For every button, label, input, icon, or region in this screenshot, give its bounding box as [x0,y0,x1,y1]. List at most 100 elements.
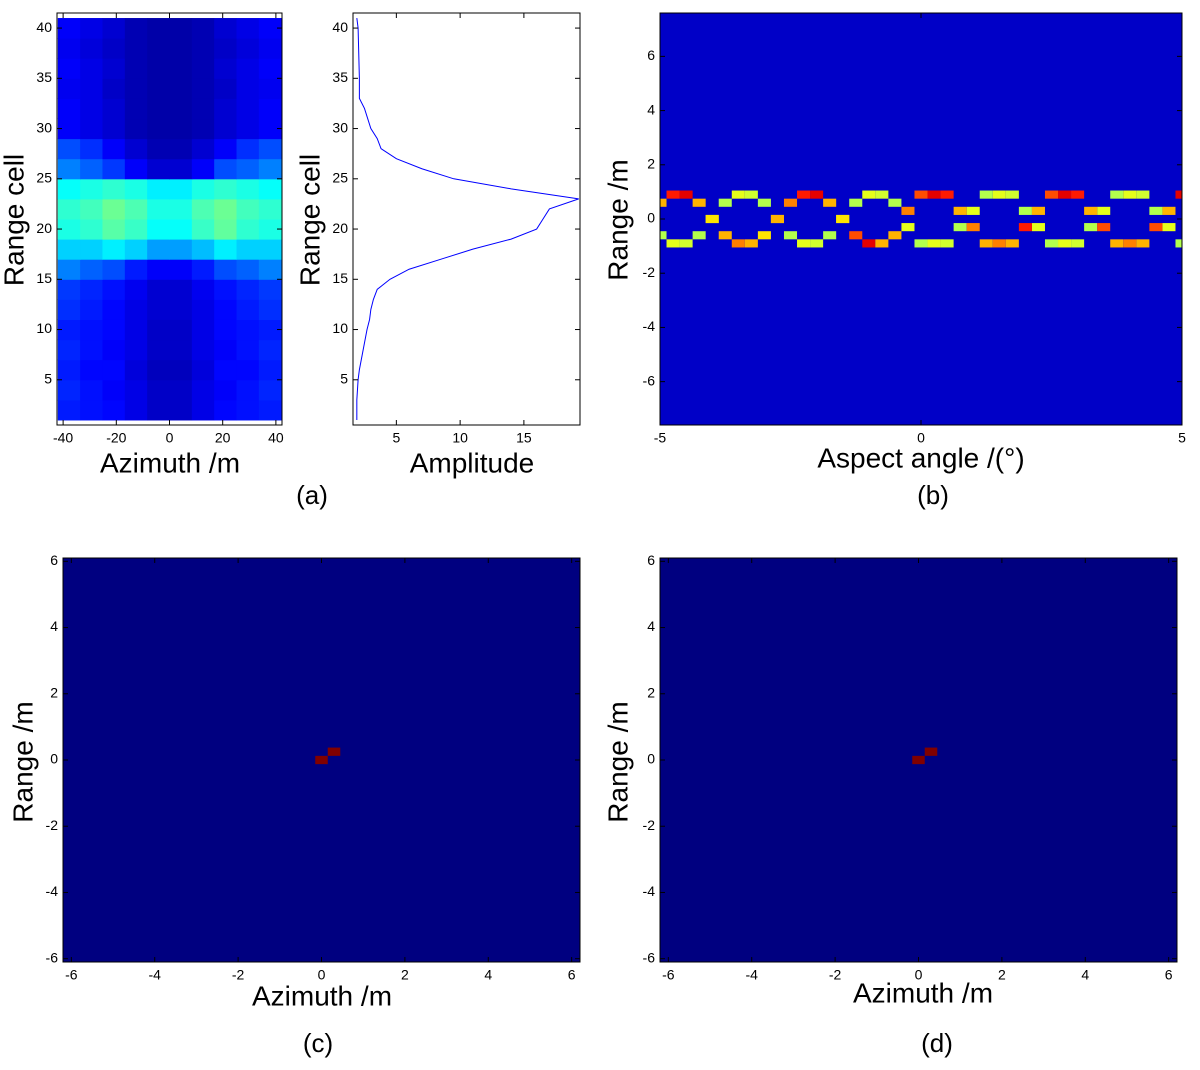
heatmap-cell [214,78,238,99]
heatmap-cell [102,58,126,79]
y-tick-label: 4 [50,618,58,634]
heatmap-cell [214,178,238,200]
heatmap-cell [57,219,81,240]
heatmap-cell [258,138,282,160]
x-axis-label: Amplitude [410,447,535,478]
heatmap-cell [214,319,238,341]
x-axis-label: Aspect angle /(°) [817,442,1024,473]
x-tick-label: 6 [1165,967,1173,983]
heatmap-cell [57,299,81,320]
heatmap-cell [191,359,215,381]
panel: -5 0 5 -6 -4 -2 0 2 4 6 Aspect angle /(°) Range /m (… [602,12,1186,510]
heatmap-cell [124,279,148,300]
heatmap-cell [191,239,215,260]
heatmap-cell [258,379,282,401]
heatmap-cell [124,219,148,240]
heatmap-cell [102,259,126,280]
heatmap-cell [731,239,745,248]
x-tick-label: 6 [568,967,576,983]
heatmap-cell [80,118,103,140]
heatmap-cell [692,198,706,207]
heatmap-cell [147,299,170,320]
heatmap-cell [57,259,81,280]
heatmap-cell [80,178,103,200]
heatmap-cell [124,399,148,421]
heatmap-cell [102,339,126,361]
x-tick-label: -2 [232,967,245,983]
heatmap-cell [169,58,193,79]
y-tick-label: 0 [647,751,655,767]
heatmap-cell [258,178,282,200]
heatmap-cell [236,78,260,99]
heatmap-cell [1044,239,1059,248]
heatmap-cell [169,98,193,120]
heatmap-cell [875,190,889,199]
heatmap-cell [124,138,148,160]
heatmap-cell [80,158,103,180]
heatmap-cell [1097,223,1111,232]
y-tick-label: -2 [643,817,656,833]
heatmap-cell [214,158,238,180]
y-tick-label: 4 [647,101,655,117]
heatmap-cell [1162,223,1176,232]
heatmap-cell [1097,206,1111,215]
heatmap-cell [236,38,260,59]
heatmap-cell [327,747,341,756]
heatmap-cell [169,259,193,280]
heatmap-background [660,13,1182,425]
heatmap-cell [258,198,282,220]
heatmap-cell [236,118,260,140]
heatmap-cell [258,118,282,140]
heatmap-cell [102,279,126,300]
heatmap-cell [783,231,798,240]
heatmap-cell [236,339,260,361]
heatmap-cell [679,190,693,199]
heatmap-cell [979,239,993,248]
heatmap-cell [236,198,260,220]
heatmap-cell [258,319,282,341]
plot-area [660,558,1177,962]
heatmap-cell [80,299,103,320]
heatmap-cell [731,190,745,199]
heatmap-cell [1005,190,1019,199]
heatmap-cell [147,158,170,180]
heatmap-cell [169,319,193,341]
heatmap-cell [80,279,103,300]
heatmap-cell [57,359,81,381]
heatmap-cell [102,178,126,200]
heatmap-cell [169,379,193,401]
heatmap-cell [1071,239,1085,248]
x-tick-label: -5 [654,430,667,446]
heatmap-cell [57,399,81,421]
profile-line [356,17,579,420]
heatmap-cell [124,339,148,361]
y-tick-label: 6 [647,552,655,568]
y-axis-label: Range /m [7,701,38,822]
heatmap-cell [57,98,81,120]
heatmap-cell [901,223,915,232]
heatmap-cell [940,239,954,248]
heatmap-cell [57,379,81,401]
heatmap-cell [214,239,238,260]
heatmap-cell [169,158,193,180]
heatmap-cell [924,747,938,756]
heatmap-cell [57,279,81,300]
heatmap-cell [102,158,126,180]
heatmap-cell [147,239,170,260]
x-tick-label: 5 [392,430,400,446]
heatmap-cell [236,239,260,260]
heatmap-cell [1031,206,1045,215]
heatmap-cell [236,178,260,200]
y-tick-label: 5 [44,370,52,386]
heatmap-cell [214,359,238,381]
heatmap-cell [744,190,758,199]
heatmap-cell [57,339,81,361]
heatmap-cell [862,190,876,199]
heatmap-cell [258,279,282,300]
panel-caption: (c) [303,1028,333,1058]
heatmap-cell [236,98,260,120]
heatmap-cell [258,259,282,280]
heatmap-cell [147,198,170,220]
heatmap-cell [102,118,126,140]
heatmap-cell [875,239,889,248]
